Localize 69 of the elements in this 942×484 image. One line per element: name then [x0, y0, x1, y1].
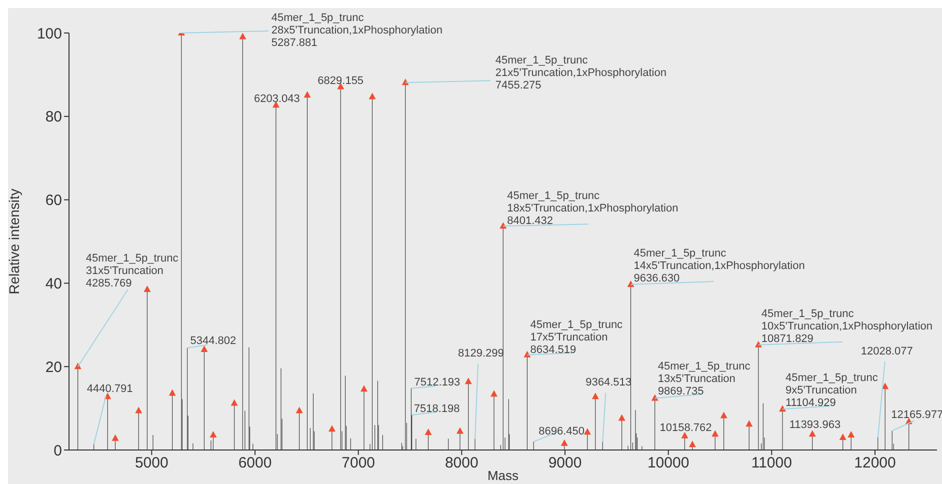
annotation: 8696.450	[538, 426, 585, 438]
x-tick-label: 10000	[647, 454, 690, 472]
point	[839, 433, 846, 440]
y-tick-label: 0	[54, 442, 62, 460]
point	[135, 406, 142, 414]
point	[328, 425, 336, 432]
point	[239, 33, 246, 40]
annotation: 45mer_1_5p_trunc 31x5'Truncation 4285.769	[86, 252, 179, 290]
point	[754, 340, 762, 348]
point	[464, 378, 472, 384]
annotation: 11393.963	[789, 419, 841, 432]
point	[848, 430, 855, 438]
x-tick-label: 7000	[342, 454, 376, 472]
x-tick-label: 5000	[134, 454, 168, 472]
y-tick-label: 80	[45, 108, 62, 126]
point	[584, 428, 591, 435]
annotation: 7518.198	[414, 402, 460, 415]
annotation: 45mer_1_5p_trunc 21x5'Truncation,1xPhosphorylation 7455.275	[495, 54, 666, 92]
point	[524, 350, 531, 358]
x-axis-title: Mass	[487, 468, 520, 483]
annotation: 5344.802	[190, 334, 236, 347]
point	[230, 399, 238, 406]
point	[168, 389, 176, 396]
y-axis-title: Relative intensity	[6, 188, 22, 294]
annotation: 45mer_1_5p_trunc 14x5'Truncation,1xPhosphorylation 9636.630	[634, 247, 805, 284]
point	[200, 346, 208, 352]
point	[144, 285, 151, 292]
y-tick-label: 40	[45, 276, 62, 293]
x-tick-label: 6000	[238, 454, 272, 472]
annotation: 45mer_1_5p_trunc 17x5'Truncation 8634.519	[530, 318, 624, 356]
annotation: 6829.155	[318, 74, 364, 87]
point	[592, 392, 599, 400]
point	[368, 92, 376, 100]
y-tick-label: 60	[45, 192, 62, 210]
point	[720, 412, 728, 418]
point	[456, 427, 464, 434]
point	[882, 382, 889, 390]
annotation: 45mer_1_5p_trunc 13x5'Truncation 9869.735	[658, 360, 751, 398]
point	[746, 420, 753, 427]
point	[712, 430, 719, 437]
annotation: 12028.077	[860, 345, 913, 358]
annotation: 10158.762	[660, 422, 712, 434]
annotation: 7512.193	[414, 376, 460, 388]
point	[808, 430, 816, 437]
annotation: 4440.791	[86, 383, 133, 396]
point	[424, 428, 432, 435]
point	[651, 394, 658, 401]
point	[490, 390, 498, 397]
annotation: 45mer_1_5p_trunc 18x5'Truncation,1xPhosphorylation 8401.432	[507, 190, 678, 228]
point	[304, 91, 311, 98]
point	[560, 439, 568, 446]
point	[210, 430, 217, 438]
x-tick-label: 8000	[444, 454, 478, 472]
x-tick-label: 12000	[854, 454, 896, 472]
point	[627, 280, 634, 287]
annotation: 45mer_1_5p_trunc 9x5'Truncation 11104.929	[786, 372, 878, 410]
x-tick-label: 11000	[751, 454, 792, 472]
point	[681, 432, 688, 438]
point	[112, 434, 119, 441]
y-tick-label: 20	[45, 358, 62, 376]
annotation: 45mer_1_5p_trunc 10x5'Truncation,1xPhosphorylation 10871.829	[761, 308, 932, 345]
point	[360, 385, 368, 392]
point	[688, 440, 696, 448]
x-tick-label: 9000	[548, 454, 582, 472]
y-tick-label: 100	[36, 25, 62, 42]
point	[296, 406, 303, 414]
point	[618, 414, 626, 421]
annotation: 45mer_1_5p_trunc 28x5'Truncation,1xPhosphorylation 5287.881	[271, 12, 442, 49]
annotation: 6203.043	[254, 93, 300, 106]
